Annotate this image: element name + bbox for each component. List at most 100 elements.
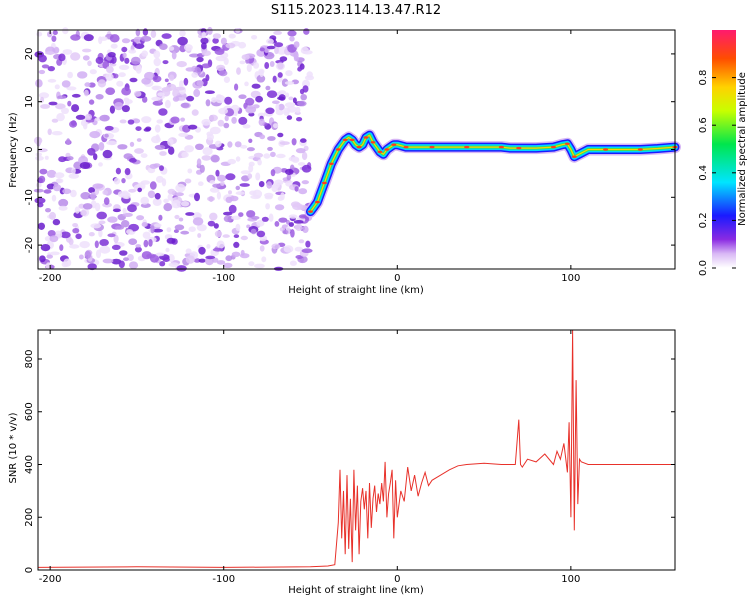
- noise-speckle: [142, 231, 151, 239]
- noise-speckle: [198, 181, 204, 186]
- x-tick-label: 0: [394, 273, 400, 284]
- noise-speckle: [206, 244, 211, 249]
- noise-speckle: [96, 211, 107, 220]
- noise-speckle: [103, 197, 110, 206]
- noise-speckle: [105, 87, 116, 95]
- noise-speckle: [180, 230, 190, 235]
- noise-speckle: [275, 103, 280, 112]
- noise-speckle: [113, 177, 121, 185]
- noise-speckle: [83, 122, 88, 130]
- noise-speckle: [123, 97, 130, 103]
- noise-speckle: [54, 172, 65, 179]
- noise-speckle: [185, 248, 192, 254]
- noise-speckle: [61, 107, 69, 115]
- noise-speckle: [292, 97, 297, 104]
- noise-speckle: [168, 146, 175, 155]
- noise-speckle: [235, 223, 241, 232]
- noise-speckle: [134, 148, 144, 154]
- noise-speckle: [174, 192, 184, 197]
- noise-speckle: [225, 42, 236, 49]
- noise-speckle: [240, 170, 251, 175]
- noise-speckle: [253, 152, 264, 158]
- noise-speckle: [180, 201, 190, 207]
- ridge-peak: [314, 200, 320, 204]
- spectrogram-x-ticks: -200 -100 0 100: [39, 30, 580, 284]
- noise-speckle: [285, 70, 293, 77]
- noise-speckle: [104, 125, 114, 131]
- noise-speckle: [274, 204, 285, 211]
- noise-speckle: [216, 64, 226, 72]
- noise-speckle: [94, 240, 99, 249]
- noise-speckle: [109, 105, 115, 114]
- noise-speckle: [152, 85, 159, 91]
- noise-speckle: [54, 84, 60, 90]
- noise-speckle: [172, 96, 180, 102]
- noise-speckle: [107, 216, 118, 223]
- noise-speckle: [173, 229, 179, 234]
- noise-speckle: [248, 261, 255, 267]
- noise-speckle: [274, 221, 280, 227]
- noise-speckle: [170, 116, 180, 124]
- noise-speckle: [155, 175, 164, 183]
- noise-speckle: [95, 56, 104, 64]
- noise-speckle: [249, 190, 257, 196]
- noise-speckle: [158, 108, 168, 116]
- noise-speckle: [196, 224, 207, 232]
- noise-speckle: [137, 187, 142, 193]
- snr-series-line: [37, 329, 675, 568]
- noise-speckle: [185, 212, 195, 216]
- noise-speckle: [209, 180, 216, 185]
- noise-speckle: [55, 103, 66, 110]
- noise-speckle: [37, 148, 48, 153]
- noise-speckle: [176, 265, 187, 272]
- noise-speckle: [228, 190, 232, 195]
- noise-speckle: [52, 218, 61, 226]
- noise-speckle: [62, 188, 72, 195]
- noise-speckle: [191, 109, 199, 116]
- noise-speckle: [300, 138, 307, 143]
- noise-speckle: [119, 119, 127, 124]
- noise-speckle: [82, 55, 90, 61]
- noise-speckle: [216, 260, 226, 265]
- noise-speckle: [272, 100, 280, 104]
- noise-speckle: [35, 152, 43, 157]
- noise-speckle: [196, 56, 204, 63]
- noise-speckle: [178, 132, 189, 137]
- noise-speckle: [234, 83, 239, 91]
- colorbar-tick-label: 0.4: [698, 165, 709, 181]
- noise-speckle: [196, 158, 202, 167]
- noise-speckle: [274, 46, 279, 55]
- y-tick-label: 400: [24, 455, 35, 474]
- noise-speckle: [74, 206, 80, 214]
- noise-speckle: [231, 251, 241, 257]
- noise-speckle: [66, 86, 77, 91]
- noise-speckle: [39, 168, 48, 175]
- noise-speckle: [38, 222, 45, 230]
- noise-speckle: [140, 35, 152, 42]
- noise-speckle: [238, 94, 247, 99]
- noise-speckle: [135, 126, 142, 131]
- noise-speckle: [41, 64, 50, 69]
- noise-speckle: [162, 257, 170, 262]
- y-tick-label: 0: [24, 146, 35, 152]
- noise-speckle: [123, 192, 131, 200]
- noise-speckle: [135, 28, 141, 37]
- snr-y-ticks: 0 200 400 600 800: [24, 349, 675, 573]
- x-tick-label: -100: [212, 574, 235, 585]
- noise-speckle: [201, 63, 211, 69]
- noise-speckle: [79, 241, 90, 249]
- noise-speckle: [95, 94, 104, 100]
- noise-speckle: [49, 251, 60, 256]
- x-tick-label: -200: [39, 273, 62, 284]
- noise-speckle: [35, 79, 43, 88]
- noise-speckle: [271, 184, 279, 193]
- noise-speckle: [169, 74, 175, 81]
- ridge-core: [309, 134, 676, 213]
- noise-speckle: [255, 172, 261, 181]
- noise-speckle: [127, 204, 137, 213]
- noise-speckle: [184, 145, 195, 153]
- noise-speckle: [299, 88, 305, 95]
- noise-speckle: [58, 198, 69, 207]
- snr-x-ticks: -200 -100 0 100: [39, 330, 580, 585]
